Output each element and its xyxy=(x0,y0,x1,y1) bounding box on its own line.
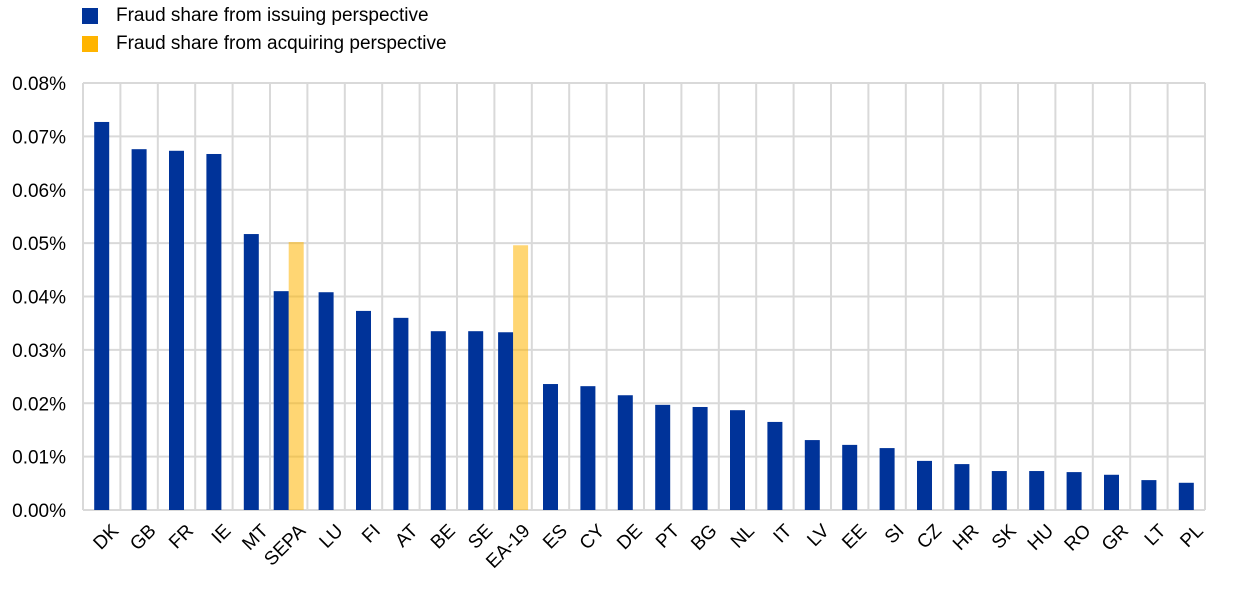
bar-issuing-SK xyxy=(991,471,1007,510)
x-tick-label: NL xyxy=(727,521,759,553)
y-tick-label: 0.04% xyxy=(12,288,66,309)
bar-issuing-EE xyxy=(842,444,858,510)
bar-issuing-BG xyxy=(692,406,708,510)
bar-issuing-GB xyxy=(131,149,147,510)
bar-issuing-CZ xyxy=(917,460,932,510)
x-tick-label: FR xyxy=(165,521,198,554)
bar-issuing-ES xyxy=(543,384,558,510)
bar-issuing-EA-19 xyxy=(498,332,514,510)
x-tick-label: ES xyxy=(539,521,572,554)
bar-acquiring-SEPA xyxy=(288,242,304,510)
bar-issuing-SE xyxy=(468,331,484,510)
x-tick-label: PL xyxy=(1176,521,1207,552)
legend-item-acquiring: Fraud share from acquiring perspective xyxy=(82,30,447,58)
bar-issuing-DE xyxy=(617,395,633,510)
bar-issuing-BE xyxy=(430,331,446,510)
x-tick-label: PT xyxy=(652,520,684,552)
y-tick-label: 0.06% xyxy=(12,181,66,202)
bar-issuing-FI xyxy=(356,310,371,510)
y-tick-label: 0.00% xyxy=(12,501,66,522)
x-tick-label: IE xyxy=(208,521,236,549)
legend-swatch-issuing xyxy=(82,8,98,24)
x-tick-label: CY xyxy=(576,520,610,554)
bar-issuing-LT xyxy=(1141,480,1157,510)
bar-issuing-RO xyxy=(1066,472,1082,510)
x-tick-label: IT xyxy=(770,520,797,547)
bar-issuing-MT xyxy=(243,234,259,510)
x-tick-label: EE xyxy=(838,521,871,554)
x-tick-label: CZ xyxy=(913,520,946,553)
x-tick-label: LT xyxy=(1141,520,1171,550)
y-tick-label: 0.05% xyxy=(12,234,66,255)
y-tick-label: 0.08% xyxy=(12,74,66,95)
bar-issuing-HR xyxy=(954,464,970,510)
x-tick-label: FI xyxy=(358,521,385,548)
legend-item-issuing: Fraud share from issuing perspective xyxy=(82,2,447,30)
x-tick-label: LV xyxy=(803,520,834,551)
x-tick-label: RO xyxy=(1061,521,1096,556)
legend-swatch-acquiring xyxy=(82,36,98,52)
bar-acquiring-EA-19 xyxy=(513,245,529,510)
legend: Fraud share from issuing perspective Fra… xyxy=(82,2,447,58)
x-tick-label: GR xyxy=(1098,521,1133,556)
bar-issuing-IE xyxy=(206,153,222,510)
x-tick-label: HU xyxy=(1024,521,1058,555)
y-tick-label: 0.07% xyxy=(12,127,66,148)
x-tick-label: GB xyxy=(126,521,160,555)
x-tick-label: BG xyxy=(687,521,721,555)
bar-issuing-PL xyxy=(1178,482,1194,510)
bar-issuing-DK xyxy=(94,121,110,511)
x-tick-label: SI xyxy=(881,521,909,549)
bar-issuing-LV xyxy=(804,440,820,510)
x-tick-label: SK xyxy=(988,520,1021,553)
bar-issuing-SEPA xyxy=(273,291,289,510)
bar-issuing-IT xyxy=(767,421,783,510)
x-tick-label: SEPA xyxy=(260,520,310,570)
y-tick-label: 0.01% xyxy=(12,448,66,469)
x-tick-label: HR xyxy=(949,521,983,555)
x-tick-label: LU xyxy=(316,521,348,553)
legend-label-issuing: Fraud share from issuing perspective xyxy=(116,5,429,26)
bar-issuing-NL xyxy=(730,410,745,510)
x-tick-label: AT xyxy=(391,520,422,551)
x-tick-label: DE xyxy=(613,521,647,555)
bar-issuing-GR xyxy=(1104,474,1119,510)
x-tick-label: DK xyxy=(90,520,124,554)
y-tick-label: 0.03% xyxy=(12,341,66,362)
x-tick-label: BE xyxy=(427,521,460,554)
y-tick-label: 0.02% xyxy=(12,394,66,415)
bar-issuing-SI xyxy=(879,448,895,510)
bar-issuing-HU xyxy=(1029,471,1045,510)
bar-issuing-LU xyxy=(318,292,334,510)
x-tick-label: EA-19 xyxy=(482,521,534,573)
bar-issuing-CY xyxy=(580,386,596,510)
bar-issuing-PT xyxy=(655,404,671,510)
legend-label-acquiring: Fraud share from acquiring perspective xyxy=(116,33,447,54)
bar-issuing-FR xyxy=(169,150,184,510)
bar-issuing-AT xyxy=(393,317,409,510)
